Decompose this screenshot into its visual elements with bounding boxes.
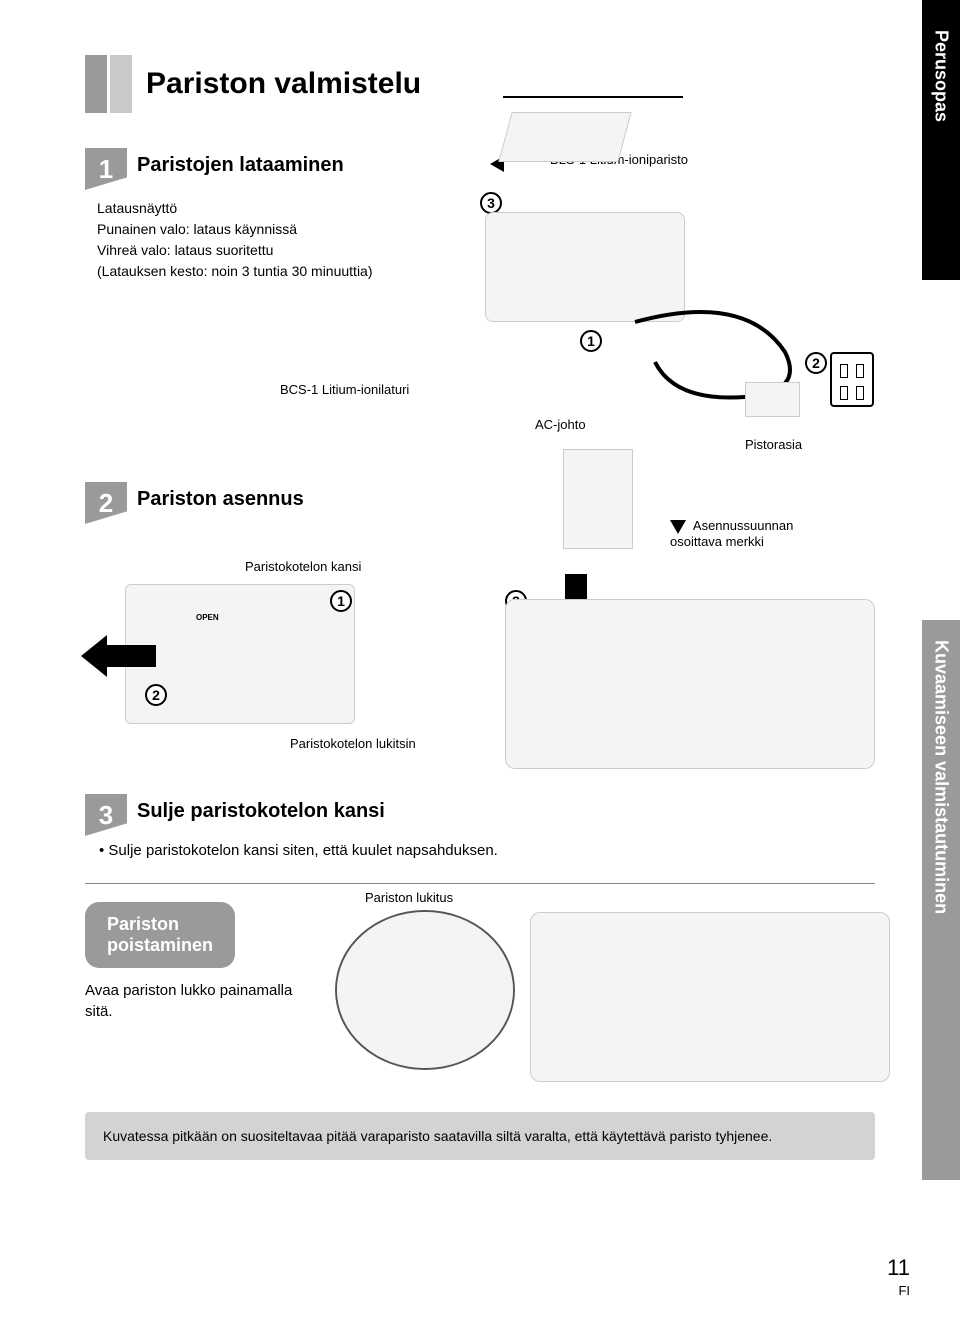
cover-label: Paristokotelon kansi [245, 559, 361, 574]
step-3-title: Sulje paristokotelon kansi [137, 794, 385, 823]
note-box: Kuvatessa pitkään on suositeltavaa pitää… [85, 1112, 875, 1160]
remove-pill-line1: Pariston [107, 914, 213, 935]
page-content: Pariston valmistelu 1 Paristojen lataami… [85, 55, 875, 1160]
remove-lock-label: Pariston lukitus [365, 890, 453, 905]
camera-bottom-right-illustration [505, 599, 875, 769]
outlet-illustration [830, 352, 874, 407]
remove-pill: Pariston poistaminen [85, 902, 235, 968]
divider [85, 883, 875, 884]
remove-pill-line2: poistaminen [107, 935, 213, 956]
step-3-bullet: Sulje paristokotelon kansi siten, että k… [99, 842, 875, 859]
lang-code: FI [887, 1283, 910, 1298]
pointer-down-icon [670, 520, 686, 534]
zoom-circle-illustration [335, 910, 515, 1070]
remove-unlock-text: Avaa pariston lukko painamalla sitä. [85, 980, 305, 1022]
title-bar-light [110, 55, 132, 113]
side-tab-perusopas: Perusopas [922, 0, 960, 280]
remove-section: Pariston poistaminen Avaa pariston lukko… [85, 902, 875, 1082]
open-text: OPEN [196, 613, 219, 622]
step1-circ-2: 2 [805, 352, 827, 374]
battery-insert-illustration [563, 449, 633, 549]
step-3-row: 3 Sulje paristokotelon kansi [85, 794, 875, 836]
step-3-badge: 3 [85, 794, 127, 836]
leader-line [503, 96, 683, 98]
page-title: Pariston valmistelu [146, 67, 421, 101]
step2-circ-1: 1 [330, 590, 352, 612]
lock-label: Paristokotelon lukitsin [290, 736, 416, 751]
direction-mark-label: Asennussuunnan osoittava merkki [670, 518, 810, 549]
step1-circ-1: 1 [580, 330, 602, 352]
page-number: 11 [887, 1255, 910, 1281]
step1-circ-3: 3 [480, 192, 502, 214]
page-title-block: Pariston valmistelu [85, 55, 875, 113]
side-tab-kuvaamiseen: Kuvaamiseen valmistautuminen [922, 620, 960, 1180]
battery-illustration [498, 112, 631, 162]
title-bar-dark [85, 55, 107, 113]
charger-label: BCS-1 Litium-ionilaturi [280, 382, 409, 397]
page-number-block: 11 FI [887, 1255, 910, 1298]
outlet-label: Pistorasia [745, 437, 802, 452]
step2-circ-2: 2 [145, 684, 167, 706]
ac-label: AC-johto [535, 417, 586, 432]
direction-mark-text: Asennussuunnan osoittava merkki [670, 518, 793, 549]
camera-remove-illustration [530, 912, 890, 1082]
